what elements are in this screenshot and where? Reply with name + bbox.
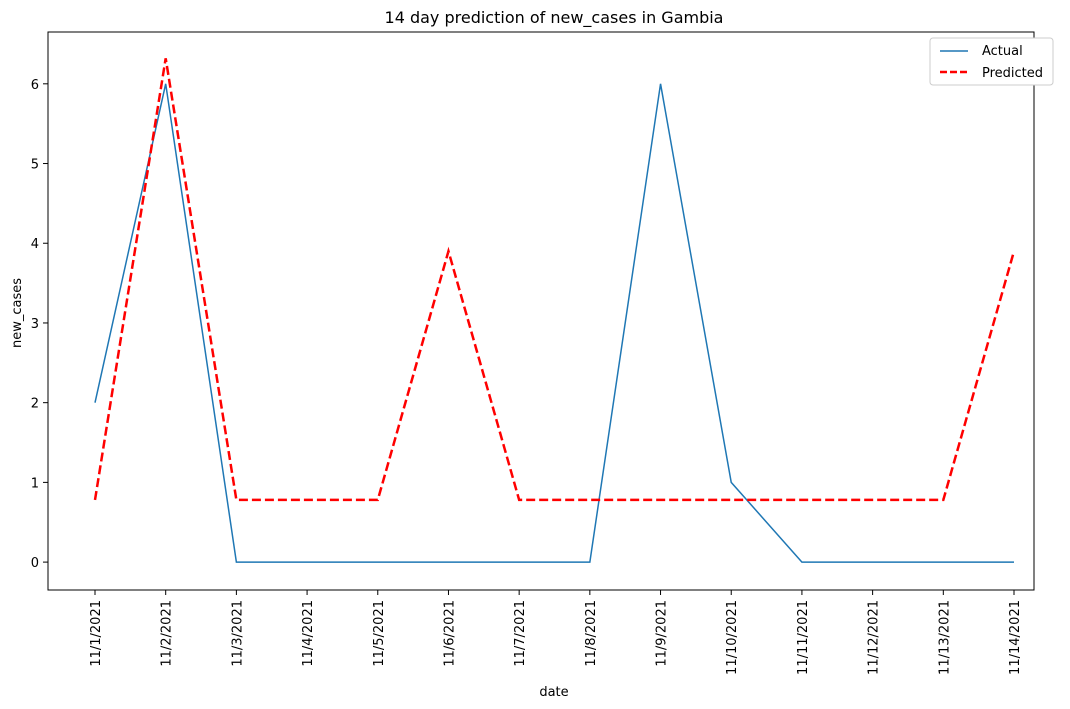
chart-title: 14 day prediction of new_cases in Gambia: [385, 8, 724, 28]
x-tick-label: 11/12/2021: [867, 600, 882, 675]
y-tick-label: 5: [31, 158, 39, 173]
x-tick-label: 11/14/2021: [1008, 600, 1023, 675]
x-tick-label: 11/5/2021: [372, 600, 387, 667]
x-tick-label: 11/13/2021: [937, 600, 952, 675]
x-axis-label: date: [539, 685, 568, 700]
x-tick-label: 11/9/2021: [655, 600, 670, 667]
plot-area: [47, 31, 1035, 591]
x-tick-label: 11/3/2021: [230, 600, 245, 667]
y-tick-label: 4: [31, 237, 39, 252]
legend-label-actual: Actual: [982, 44, 1023, 59]
x-tick-label: 11/6/2021: [442, 600, 457, 667]
y-tick-label: 6: [31, 78, 39, 93]
y-tick-label: 1: [31, 476, 39, 491]
series-line-actual: [94, 83, 1014, 563]
x-tick-label: 11/1/2021: [89, 600, 104, 667]
x-tick-label: 11/2/2021: [160, 600, 175, 667]
series-line-predicted: [93, 58, 1016, 502]
legend: Actual Predicted: [929, 37, 1054, 86]
x-tick-label: 11/7/2021: [513, 600, 528, 667]
x-tick-label: 11/10/2021: [725, 600, 740, 675]
x-tick-label: 11/8/2021: [584, 600, 599, 667]
y-tick-label: 2: [31, 397, 39, 412]
y-tick-label: 0: [31, 556, 39, 571]
y-tick-label: 3: [31, 317, 39, 332]
legend-label-predicted: Predicted: [982, 66, 1043, 81]
x-tick-label: 11/11/2021: [796, 600, 811, 675]
x-tick-label: 11/4/2021: [301, 600, 316, 667]
y-axis-label: new_cases: [10, 278, 25, 348]
